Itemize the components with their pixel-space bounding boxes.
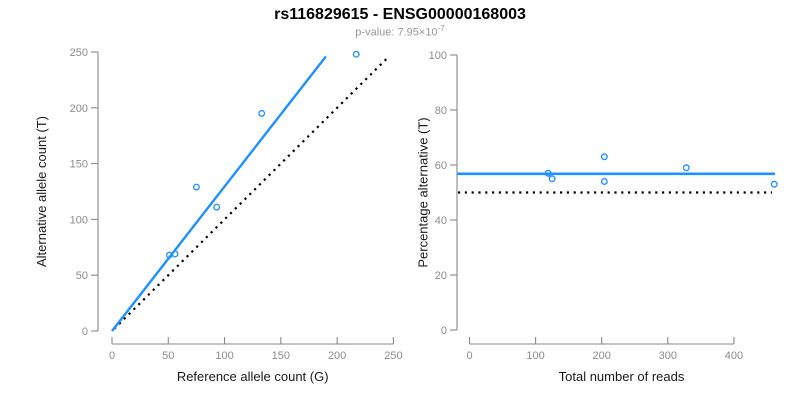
p-value-subtitle: p-value: 7.95×10-7 — [0, 24, 800, 39]
right-x-axis-title: Total number of reads — [559, 369, 685, 384]
left-y-axis-title: Alternative allele count (T) — [34, 116, 49, 267]
y-tick-label: 150 — [70, 159, 88, 171]
x-tick-label: 0 — [466, 350, 472, 362]
x-tick-label: 300 — [659, 350, 677, 362]
x-tick-label: 0 — [109, 350, 115, 362]
y-tick-label: 100 — [70, 214, 88, 226]
left-x-axis: 0 50 100 150 200 250 — [109, 337, 403, 362]
y-tick-label: 0 — [441, 325, 447, 337]
y-tick-label: 60 — [435, 160, 447, 172]
left-y-axis: 0 50 100 150 200 250 — [70, 47, 99, 338]
data-point — [171, 250, 179, 258]
x-tick-label: 200 — [593, 350, 611, 362]
right-y-axis: 0 20 40 60 80 100 — [429, 50, 458, 337]
left-plot-content — [111, 50, 389, 332]
data-point — [600, 178, 608, 185]
right-x-axis: 0 100 200 300 400 — [466, 337, 743, 362]
right-scatter-panel: 0 20 40 60 80 100 0 100 200 300 400 Total number … — [416, 50, 778, 384]
data-point — [258, 109, 266, 117]
x-tick-label: 150 — [272, 350, 290, 362]
fit-line — [111, 55, 327, 332]
data-point — [548, 175, 556, 183]
y-tick-label: 100 — [429, 50, 447, 62]
page-title: rs116829615 - ENSG00000168003 — [274, 6, 526, 23]
y-tick-label: 50 — [76, 270, 88, 282]
data-point — [600, 153, 608, 161]
p-value-text: p-value: 7.95×10 — [355, 26, 438, 39]
identity-line — [113, 56, 389, 330]
data-point — [352, 50, 360, 58]
p-value-exponent: -7 — [437, 24, 445, 33]
data-point — [192, 183, 200, 191]
data-point — [213, 203, 221, 211]
left-x-axis-title: Reference allele count (G) — [177, 369, 329, 384]
data-point — [544, 169, 552, 177]
x-tick-label: 250 — [384, 350, 402, 362]
y-tick-label: 20 — [435, 270, 447, 282]
x-tick-label: 100 — [215, 350, 233, 362]
right-plot-content — [457, 153, 778, 194]
x-tick-label: 200 — [328, 350, 346, 362]
x-tick-label: 400 — [725, 350, 743, 362]
left-scatter-panel: 0 50 100 150 200 250 0 50 100 150 200 250 Referenc… — [34, 47, 403, 384]
y-tick-label: 250 — [70, 47, 88, 59]
y-tick-label: 80 — [435, 105, 447, 117]
y-tick-label: 0 — [82, 326, 88, 338]
y-tick-label: 200 — [70, 103, 88, 115]
data-point — [770, 180, 778, 188]
data-point — [682, 164, 690, 172]
x-tick-label: 100 — [526, 350, 544, 362]
x-tick-label: 50 — [162, 350, 174, 362]
right-y-axis-title: Percentage alternative (T) — [416, 117, 431, 267]
y-tick-label: 40 — [435, 215, 447, 227]
